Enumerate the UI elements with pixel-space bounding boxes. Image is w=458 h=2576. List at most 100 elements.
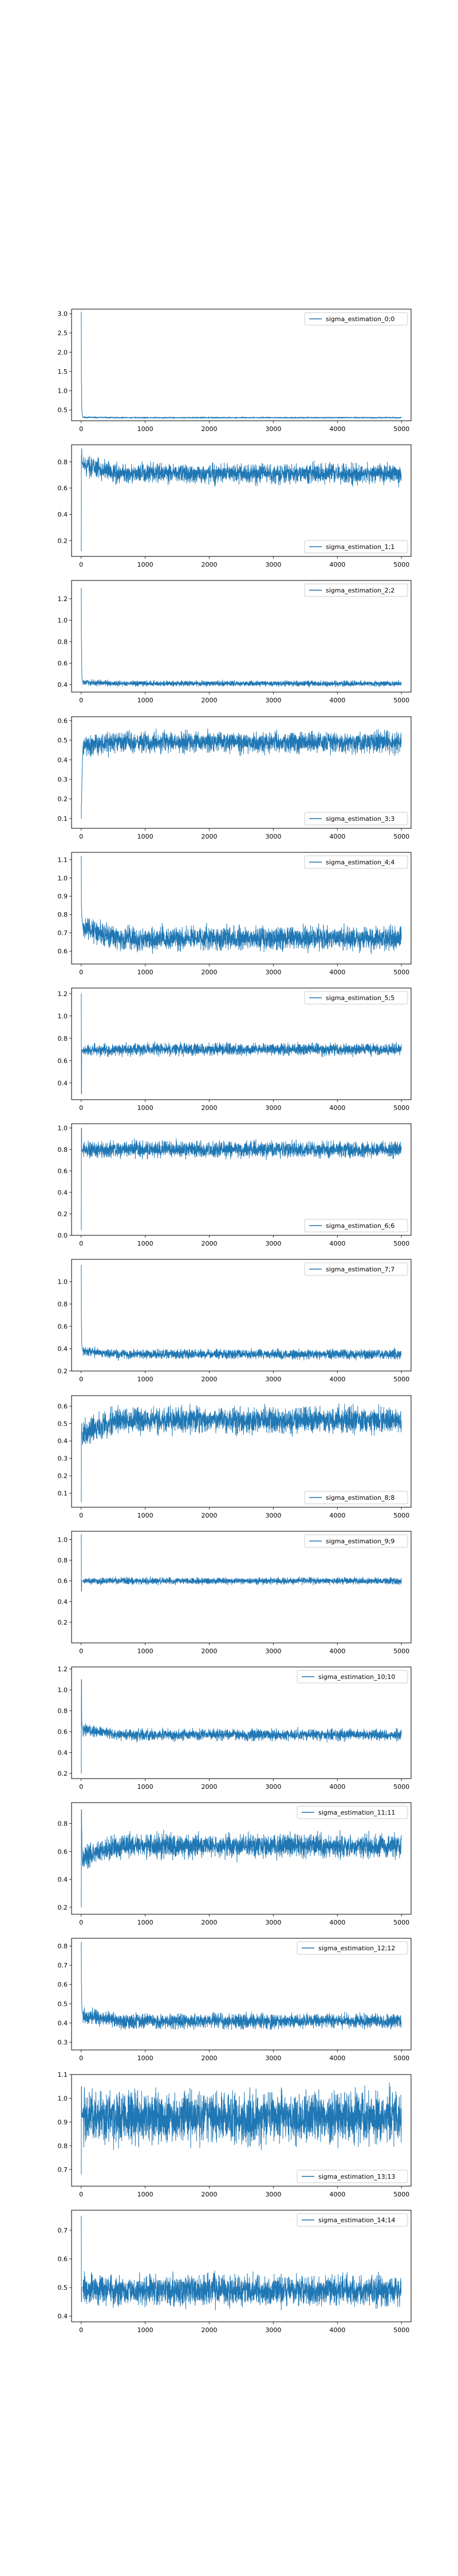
y-tick-label-7-2: 0.6 (58, 1323, 68, 1330)
legend-label-4: sigma_estimation_4;4 (326, 859, 394, 866)
x-tick-label-11-2: 2000 (202, 1919, 218, 1926)
y-tick-label-9-3: 0.8 (58, 1557, 68, 1564)
legend-9: sigma_estimation_9;9 (304, 1534, 408, 1548)
legend-label-8: sigma_estimation_8;8 (326, 1494, 394, 1502)
x-tick-label-13-0: 0 (79, 2191, 83, 2198)
y-tick-label-8-1: 0.2 (58, 1472, 68, 1480)
x-tick-label-4-5: 5000 (393, 969, 409, 976)
series-line-13-0 (81, 2082, 402, 2175)
legend-0: sigma_estimation_0;0 (304, 312, 408, 326)
y-tick-label-7-0: 0.2 (58, 1368, 68, 1375)
y-tick-label-9-1: 0.4 (58, 1598, 68, 1606)
legend-label-0: sigma_estimation_0;0 (326, 315, 394, 323)
x-tick-label-14-3: 3000 (265, 2326, 281, 2334)
x-tick-label-3-2: 2000 (202, 833, 218, 840)
x-tick-label-0-1: 1000 (137, 425, 153, 433)
x-tick-label-14-5: 5000 (393, 2326, 409, 2334)
x-tick-label-6-2: 2000 (202, 1240, 218, 1247)
axes-frame-5 (71, 987, 412, 1100)
x-tick-label-5-3: 3000 (265, 1104, 281, 1112)
series-line-2-0 (81, 587, 402, 688)
y-tick-label-0-0: 0.5 (58, 406, 68, 414)
x-tick-label-0-3: 3000 (265, 425, 281, 433)
y-tick-label-3-0: 0.1 (58, 815, 68, 823)
legend-label-3: sigma_estimation_3;3 (326, 815, 394, 823)
x-tick-label-10-4: 4000 (329, 1783, 345, 1791)
legend-box-1 (304, 540, 408, 554)
y-tick-label-13-1: 0.8 (58, 2142, 68, 2150)
legend-8: sigma_estimation_8;8 (304, 1491, 408, 1504)
y-tick-label-13-4: 1.1 (58, 2071, 68, 2079)
y-tick-label-14-0: 0.4 (58, 2313, 68, 2320)
y-tick-label-2-2: 0.8 (58, 638, 68, 646)
legend-box-0 (304, 312, 408, 326)
x-tick-label-4-2: 2000 (202, 969, 218, 976)
y-tick-label-12-1: 0.4 (58, 2020, 68, 2027)
legend-box-4 (304, 855, 408, 869)
x-tick-label-9-4: 4000 (329, 1647, 345, 1655)
x-tick-label-4-3: 3000 (265, 969, 281, 976)
x-tick-label-6-5: 5000 (393, 1240, 409, 1247)
legend-box-11 (297, 1805, 408, 1819)
y-tick-label-6-4: 0.8 (58, 1146, 68, 1153)
x-tick-label-14-1: 1000 (137, 2326, 153, 2334)
y-tick-label-4-0: 0.6 (58, 948, 68, 955)
series-line-3-0 (81, 728, 402, 819)
x-tick-label-10-3: 3000 (265, 1783, 281, 1791)
x-tick-label-9-1: 1000 (137, 1647, 153, 1655)
x-tick-label-9-0: 0 (79, 1647, 83, 1655)
y-tick-label-2-3: 1.0 (58, 617, 68, 624)
x-tick-label-12-0: 0 (79, 2055, 83, 2062)
y-tick-label-12-0: 0.3 (58, 2039, 68, 2046)
series-line-12-0 (81, 1942, 402, 2030)
x-tick-label-2-4: 4000 (329, 697, 345, 704)
y-tick-label-12-5: 0.8 (58, 1942, 68, 1950)
y-tick-label-0-2: 1.5 (58, 368, 68, 376)
x-tick-label-7-0: 0 (79, 1376, 83, 1383)
subplot-2: 0 1000 2000 3000 4000 5000 0.4 0.6 0.8 1.0 1.2 sigm… (58, 580, 412, 704)
legend-label-6: sigma_estimation_6;6 (326, 1222, 394, 1230)
y-tick-label-3-5: 0.6 (58, 717, 68, 725)
x-tick-label-10-1: 1000 (137, 1783, 153, 1791)
y-tick-label-14-3: 0.7 (58, 2227, 68, 2234)
subplot-9: 0 1000 2000 3000 4000 5000 0.2 0.4 0.6 0.8 1.0 sigm… (58, 1531, 412, 1655)
legend-label-12: sigma_estimation_12;12 (318, 1945, 395, 1952)
series-line-11-0 (81, 1809, 402, 1908)
y-tick-label-3-3: 0.4 (58, 756, 68, 764)
subplot-12: 0 1000 2000 3000 4000 5000 0.3 0.4 0.5 0.6 0.7 0.8 s… (58, 1938, 412, 2062)
y-tick-label-1-0: 0.2 (58, 537, 68, 544)
x-tick-label-6-0: 0 (79, 1240, 83, 1247)
y-tick-label-12-2: 0.5 (58, 2000, 68, 2008)
legend-6: sigma_estimation_6;6 (304, 1219, 408, 1232)
subplot-8: 0 1000 2000 3000 4000 5000 0.1 0.2 0.3 0.4 0.5 0.6 s… (58, 1395, 412, 1519)
y-tick-label-6-1: 0.2 (58, 1211, 68, 1218)
x-tick-label-14-2: 2000 (202, 2326, 218, 2334)
x-tick-label-12-4: 4000 (329, 2055, 345, 2062)
y-tick-label-2-4: 1.2 (58, 595, 68, 603)
x-tick-label-11-1: 1000 (137, 1919, 153, 1926)
series-line-8-0 (81, 1403, 402, 1503)
series-line-1-0 (81, 448, 402, 552)
axes-frame-13 (71, 2074, 412, 2187)
x-tick-label-3-4: 4000 (329, 833, 345, 840)
x-tick-label-4-0: 0 (79, 969, 83, 976)
y-tick-label-4-2: 0.8 (58, 911, 68, 919)
x-tick-label-1-3: 3000 (265, 561, 281, 568)
subplot-4: 0 1000 2000 3000 4000 5000 0.6 0.7 0.8 0.9 1.0 1.1 s… (58, 852, 412, 976)
y-tick-label-10-4: 1.0 (58, 1686, 68, 1694)
axes-frame-1 (71, 444, 412, 557)
legend-label-2: sigma_estimation_2;2 (326, 587, 394, 594)
x-tick-label-3-5: 5000 (393, 833, 409, 840)
y-tick-label-9-0: 0.2 (58, 1619, 68, 1626)
subplot-11: 0 1000 2000 3000 4000 5000 0.2 0.4 0.6 0.8 sigma_e… (58, 1802, 412, 1926)
legend-label-11: sigma_estimation_11;11 (318, 1809, 395, 1816)
legend-label-10: sigma_estimation_10;10 (318, 1673, 395, 1681)
axes-frame-7 (71, 1259, 412, 1372)
y-tick-label-1-2: 0.6 (58, 485, 68, 492)
y-tick-label-5-4: 1.2 (58, 990, 68, 998)
y-tick-label-0-1: 1.0 (58, 388, 68, 395)
x-tick-label-2-1: 1000 (137, 697, 153, 704)
x-tick-label-0-2: 2000 (202, 425, 218, 433)
y-tick-label-4-3: 0.9 (58, 893, 68, 900)
